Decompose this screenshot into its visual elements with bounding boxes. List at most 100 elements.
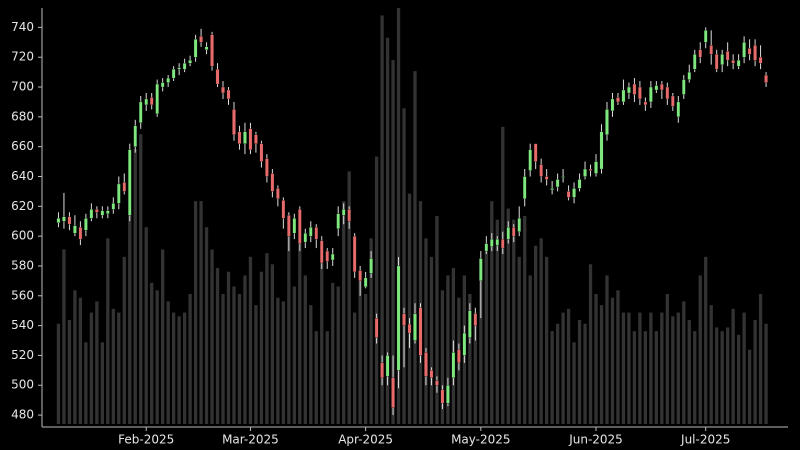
volume-bar (747, 349, 752, 424)
volume-bar (479, 275, 483, 424)
volume-bar (731, 308, 735, 424)
volume-bar (166, 301, 170, 424)
volume-bar (193, 201, 198, 424)
candle-body (594, 161, 598, 174)
volume-bar (270, 264, 275, 424)
candle-body (160, 82, 165, 88)
candle-body (78, 227, 83, 240)
volume-bar (682, 301, 686, 424)
volume-bar (550, 331, 554, 424)
candle-body (270, 173, 275, 192)
volume-bar (369, 238, 373, 424)
volume-bar (385, 37, 390, 424)
volume-bar (715, 327, 719, 424)
candle-body (462, 332, 467, 356)
volume-bar (67, 320, 72, 424)
volume-bar (353, 312, 357, 424)
candle-body (632, 83, 637, 95)
candle-body (446, 385, 450, 404)
candle-body (479, 258, 483, 282)
volume-bar (161, 249, 165, 424)
candle-body (226, 89, 231, 100)
y-tick-label: 640 (11, 169, 34, 183)
volume-bar (111, 308, 115, 424)
volume-bar (753, 320, 757, 424)
candle-body (363, 277, 368, 287)
candle-body (671, 95, 675, 107)
candle-body (539, 164, 543, 177)
volume-bar (298, 238, 302, 424)
candle-body (473, 313, 478, 326)
volume-bar (320, 256, 324, 424)
candle-body (89, 209, 94, 219)
volume-bar (56, 323, 61, 424)
volume-bar (764, 323, 768, 424)
candle-body (605, 109, 609, 135)
volume-bar (287, 219, 291, 424)
candle-body (457, 349, 461, 364)
volume-bar (435, 216, 439, 424)
candle-body (484, 243, 489, 252)
candle-body (56, 218, 61, 223)
candle-body (319, 240, 324, 264)
volume-bar (204, 227, 209, 424)
candle-body (649, 86, 653, 103)
candle-body (489, 238, 494, 247)
candle-body (758, 57, 763, 64)
candle-body (402, 313, 406, 326)
candle-body (725, 51, 730, 61)
candle-body (638, 86, 642, 100)
volume-bar (177, 316, 181, 424)
candle-body (358, 270, 362, 282)
candle-body (314, 227, 319, 240)
candle-body (731, 60, 735, 64)
volume-bar (254, 305, 258, 424)
volume-bar (512, 219, 516, 424)
x-tick-label: Mar-2025 (222, 433, 279, 447)
candle-body (221, 86, 225, 94)
x-tick-label: Feb-2025 (118, 433, 174, 447)
volume-bar (248, 256, 253, 424)
volume-bar (605, 275, 609, 424)
volume-bar (654, 331, 658, 424)
volume-bar (736, 334, 741, 424)
volume-bar (402, 108, 406, 425)
x-tick-label: May-2025 (451, 433, 510, 447)
volume-bar (380, 15, 384, 425)
volume-bar (709, 305, 713, 424)
candle-body (544, 176, 549, 180)
candle-body (451, 352, 456, 378)
candle-body (561, 176, 565, 178)
candle-body (435, 380, 439, 386)
candle-body (500, 238, 505, 249)
y-tick-label: 740 (11, 20, 34, 34)
volume-bar (155, 290, 159, 424)
volume-bar (676, 312, 680, 424)
candle-body (210, 34, 214, 67)
volume-bar (133, 149, 137, 424)
volume-bar (698, 275, 702, 424)
volume-bar (665, 294, 669, 424)
volume-bar (221, 294, 225, 424)
candle-body (182, 63, 187, 70)
candle-body (736, 60, 741, 67)
candle-body (287, 215, 291, 237)
volume-bar (292, 286, 296, 424)
candle-body (369, 258, 373, 274)
volume-bar (693, 331, 697, 424)
candle-body (588, 168, 593, 171)
y-tick-label: 600 (11, 229, 34, 243)
y-tick-label: 700 (11, 80, 34, 94)
candle-body (193, 39, 198, 58)
volume-bar (506, 208, 510, 424)
volume-bar (528, 275, 532, 424)
candle-body (204, 46, 209, 50)
volume-bar (566, 308, 571, 424)
candle-body (692, 54, 697, 70)
volume-bar (210, 249, 214, 424)
candle-body (424, 352, 428, 377)
candle-body (440, 389, 445, 404)
candle-body (517, 218, 522, 232)
candle-body (413, 313, 417, 341)
volume-bar (660, 312, 664, 424)
